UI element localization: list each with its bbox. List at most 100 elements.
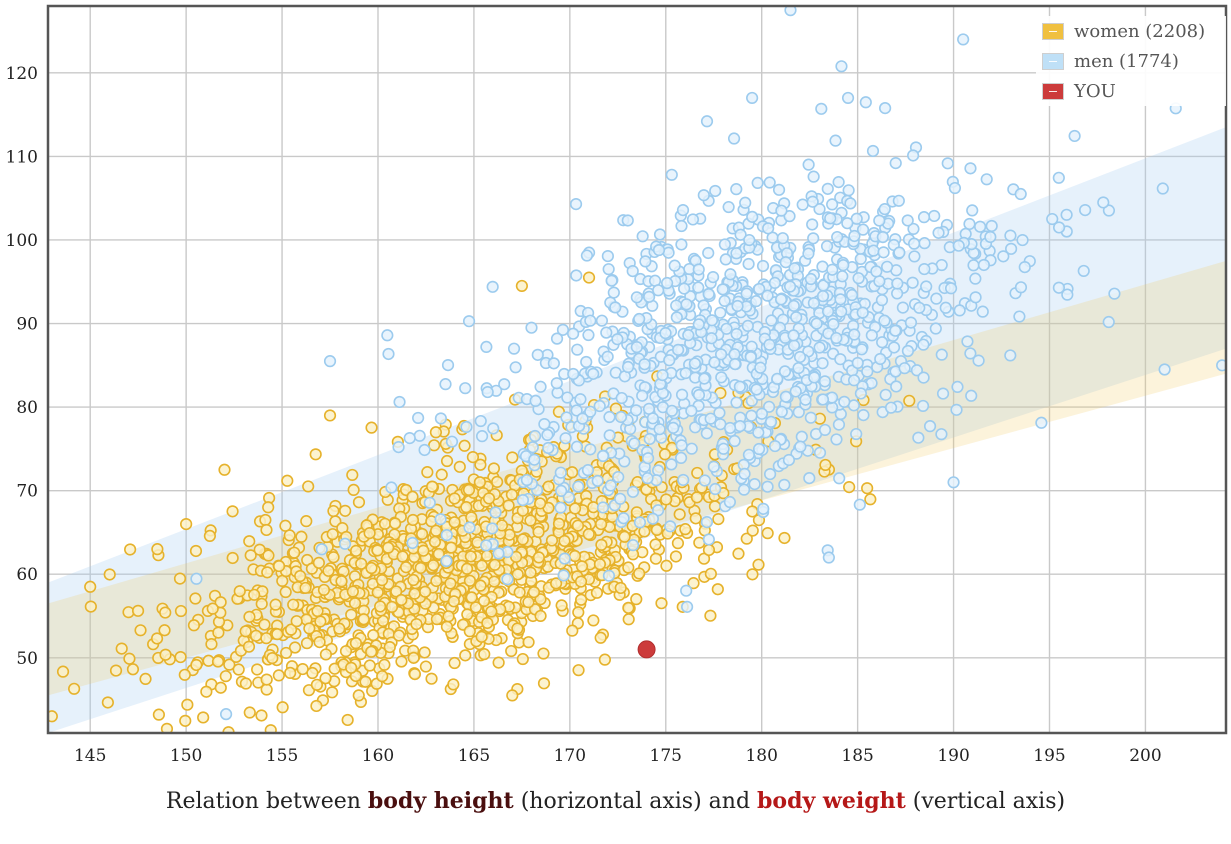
women-point (630, 506, 643, 519)
men-point (1052, 281, 1065, 294)
men-point (323, 355, 337, 368)
men-point (788, 262, 801, 275)
legend-item-women[interactable]: women (2208) (1036, 16, 1226, 46)
men-point (878, 202, 891, 216)
caption-before: Relation between (165, 789, 368, 814)
women-point (410, 617, 423, 631)
men-point (771, 372, 784, 385)
men-point (887, 341, 901, 354)
men-point (818, 375, 831, 388)
women-point (582, 528, 595, 541)
women-point (187, 619, 201, 632)
women-point (150, 632, 164, 645)
men-point (804, 411, 817, 424)
women-point (669, 550, 683, 563)
men-point (614, 410, 628, 424)
men-point (1005, 242, 1018, 255)
women-point (180, 517, 193, 531)
women-point (303, 622, 316, 635)
men-point (964, 162, 977, 175)
men-point (707, 460, 720, 473)
men-point (912, 431, 925, 444)
men-point (403, 431, 416, 445)
men-point (783, 280, 797, 293)
women-point (740, 532, 753, 545)
women-point (732, 547, 745, 560)
women-point (205, 637, 218, 651)
x-tick-label: 160 (362, 746, 394, 766)
men-point (884, 401, 898, 414)
women-point (395, 655, 408, 668)
men-point (873, 275, 886, 288)
men-point (682, 329, 695, 342)
men-point (889, 324, 902, 337)
men-point (528, 453, 541, 466)
men-point (584, 405, 597, 418)
legend-label-men: men (1774) (1074, 50, 1179, 72)
men-point (678, 282, 691, 295)
women-point (367, 629, 380, 642)
women-point (306, 666, 319, 680)
men-point (715, 371, 728, 384)
men-point (907, 149, 920, 162)
men-point (636, 230, 649, 243)
men-point (626, 539, 640, 552)
men-point (906, 276, 919, 289)
women-point (633, 567, 646, 580)
men-point (816, 393, 830, 406)
women-point (280, 646, 293, 660)
men-point (936, 387, 950, 400)
men-point (603, 429, 616, 442)
men-point (836, 270, 849, 283)
legend-item-you[interactable]: YOU (1036, 76, 1226, 106)
men-point (603, 410, 616, 424)
women-point (819, 458, 832, 472)
men-point (705, 314, 719, 327)
women-point (248, 588, 261, 601)
women-point (444, 577, 457, 590)
women-point (159, 606, 172, 619)
women-point (200, 685, 213, 698)
men-point (560, 411, 573, 424)
legend-item-men[interactable]: men (1774) (1036, 46, 1226, 76)
women-point (56, 665, 70, 678)
men-point (832, 418, 846, 431)
women-point (704, 567, 717, 580)
men-point (605, 274, 618, 287)
women-point (124, 543, 137, 556)
men-point (570, 269, 583, 282)
men-point (728, 358, 742, 371)
men-point (501, 573, 514, 586)
women-point (226, 551, 239, 565)
men-point (908, 250, 921, 263)
women-point (287, 598, 300, 611)
men-point (507, 342, 521, 355)
men-point (966, 204, 979, 217)
women-point (378, 517, 392, 530)
men-point (745, 409, 758, 422)
men-point (489, 506, 502, 519)
women-point (189, 544, 203, 558)
women-point (346, 468, 359, 482)
women-point (447, 595, 460, 608)
women-point (134, 624, 147, 637)
women-point (310, 678, 324, 691)
men-point (406, 536, 419, 550)
men-point (730, 247, 743, 260)
women-point (266, 651, 279, 665)
men-point (698, 474, 711, 487)
men-point (685, 404, 698, 417)
women-point (174, 650, 187, 664)
women-point (258, 618, 271, 631)
men-point (534, 380, 547, 393)
men-point (961, 335, 974, 348)
women-point (568, 502, 582, 515)
men-point (602, 569, 616, 582)
women-point (283, 529, 296, 542)
women-point (341, 713, 354, 727)
men-point (834, 353, 847, 366)
men-point (997, 250, 1010, 263)
you-point (637, 640, 656, 659)
women-point (374, 600, 387, 613)
men-point (901, 214, 914, 227)
